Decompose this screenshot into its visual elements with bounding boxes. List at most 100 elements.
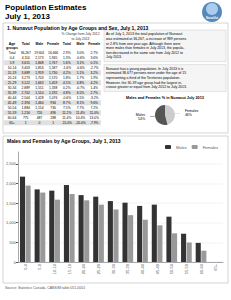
svg-text:NunaVut: NunaVut xyxy=(206,16,218,20)
svg-text:2,000: 2,000 xyxy=(6,181,17,186)
svg-text:1,510: 1,510 xyxy=(35,91,43,95)
svg-text:Nunavut has a young population: Nunavut has a young population. In July … xyxy=(106,67,183,71)
svg-text:50-54: 50-54 xyxy=(169,263,174,274)
svg-text:3,403: 3,403 xyxy=(22,66,30,70)
svg-text:35-39: 35-39 xyxy=(8,91,17,95)
svg-text:2,500: 2,500 xyxy=(6,161,17,166)
svg-text:As of July 1, 2013 the total p: As of July 1, 2013 the total population … xyxy=(106,32,182,36)
svg-text:or 2.8% from one year ago. Alt: or 2.8% from one year ago. Although ther… xyxy=(106,42,181,46)
svg-text:7.5%: 7.5% xyxy=(63,106,71,110)
svg-text:20-24: 20-24 xyxy=(8,76,17,80)
svg-text:1,154: 1,154 xyxy=(35,106,43,110)
svg-text:2,889: 2,889 xyxy=(22,86,30,90)
svg-text:Total: Total xyxy=(22,42,30,46)
svg-text:-1.6%: -1.6% xyxy=(62,66,71,70)
svg-text:Males and Females % in Nunavut: Males and Females % in Nunavut July 2013 xyxy=(126,96,204,100)
svg-text:4.2%: 4.2% xyxy=(63,71,71,75)
svg-text:19,601: 19,601 xyxy=(34,51,44,55)
svg-text:11.4%: 11.4% xyxy=(62,116,71,120)
svg-text:1,730: 1,730 xyxy=(49,71,57,75)
svg-text:775: 775 xyxy=(23,116,29,120)
svg-text:2.7%: 2.7% xyxy=(90,51,98,55)
svg-text:1,767: 1,767 xyxy=(49,61,57,65)
svg-text:-0.7%: -0.7% xyxy=(76,86,85,90)
svg-text:1,500: 1,500 xyxy=(6,201,17,206)
svg-text:10-14: 10-14 xyxy=(52,263,57,274)
svg-text:1.3%: 1.3% xyxy=(63,56,71,60)
svg-text:Female: Female xyxy=(88,42,100,46)
svg-text:1,945: 1,945 xyxy=(49,56,57,60)
svg-text:1,959: 1,959 xyxy=(35,71,43,75)
svg-text:1,663: 1,663 xyxy=(35,81,43,85)
svg-text:8.7%: 8.7% xyxy=(63,101,71,105)
svg-text:5.1%: 5.1% xyxy=(77,71,85,75)
svg-text:-7.9%: -7.9% xyxy=(90,121,99,125)
svg-text:3.6%: 3.6% xyxy=(90,56,98,60)
svg-text:2,173: 2,173 xyxy=(35,56,43,60)
svg-text:estimated 38,677 persons were: estimated 38,677 persons were under the … xyxy=(106,72,186,76)
svg-text:11.2%: 11.2% xyxy=(62,111,71,115)
svg-text:Females: Females xyxy=(203,145,218,150)
svg-text:4,114: 4,114 xyxy=(22,56,30,60)
svg-text:45-49: 45-49 xyxy=(8,101,17,105)
svg-text:720: 720 xyxy=(37,111,43,115)
svg-text:10.4%: 10.4% xyxy=(76,116,85,120)
svg-text:45-49: 45-49 xyxy=(155,263,160,274)
svg-text:10-14: 10-14 xyxy=(8,66,17,70)
svg-text:representing a third of the Te: representing a third of the Territories … xyxy=(106,76,180,80)
svg-text:Male: Male xyxy=(77,42,85,46)
svg-text:65+: 65+ xyxy=(9,121,15,125)
svg-text:more males than females in Jul: more males than females in July 2013, th… xyxy=(106,46,185,50)
svg-text:60-64: 60-64 xyxy=(8,116,17,120)
svg-text:1. Nunavut Population by Age G: 1. Nunavut Population by Age Groups and … xyxy=(7,25,148,31)
svg-text:1,428: 1,428 xyxy=(35,96,43,100)
svg-text:288: 288 xyxy=(50,116,56,120)
svg-text:11.4%: 11.4% xyxy=(76,111,85,115)
svg-text:1: 1 xyxy=(52,121,54,125)
svg-text:500: 500 xyxy=(9,240,16,245)
svg-text:Total: Total xyxy=(9,51,16,55)
svg-text:Males and Females by Age Group: Males and Females by Age Groups, July 1,… xyxy=(7,138,121,144)
svg-text:1.4%: 1.4% xyxy=(90,86,98,90)
svg-text:1,076: 1,076 xyxy=(49,96,57,100)
svg-text:11.0%: 11.0% xyxy=(90,111,99,115)
svg-text:-20.0%: -20.0% xyxy=(75,121,86,125)
svg-text:3,122: 3,122 xyxy=(22,81,30,85)
svg-text:5-9: 5-9 xyxy=(10,61,15,65)
svg-text:4.8%: 4.8% xyxy=(63,91,71,95)
svg-text:0-4: 0-4 xyxy=(10,56,15,60)
svg-text:7.7%: 7.7% xyxy=(77,106,85,110)
svg-text:2,504: 2,504 xyxy=(22,96,30,100)
svg-text:40-44: 40-44 xyxy=(8,96,17,100)
svg-text:13.0%: 13.0% xyxy=(90,116,99,120)
svg-text:-15.0%: -15.0% xyxy=(62,121,73,125)
svg-text:60-64: 60-64 xyxy=(199,263,204,274)
svg-text:1,587: 1,587 xyxy=(49,66,57,70)
svg-text:July 1, 2013: July 1, 2013 xyxy=(5,12,50,21)
svg-text:Female: Female xyxy=(47,42,59,46)
svg-text:4.2%: 4.2% xyxy=(90,81,98,85)
svg-text:1,551: 1,551 xyxy=(35,86,43,90)
svg-text:30-34: 30-34 xyxy=(8,86,17,90)
svg-text:to July 2013: to July 2013 xyxy=(72,37,90,41)
svg-text:1.8%: 1.8% xyxy=(63,76,71,80)
svg-text:However, the 30-39 age group h: However, the 30-39 age group had the lar… xyxy=(106,81,183,85)
svg-text:1.6%: 1.6% xyxy=(63,61,71,65)
svg-text:3.0%: 3.0% xyxy=(77,51,85,55)
svg-text:2.7%: 2.7% xyxy=(90,91,98,95)
svg-text:Population Estimates: Population Estimates xyxy=(5,3,87,12)
svg-text:3,273: 3,273 xyxy=(22,76,30,80)
svg-text:3.1%: 3.1% xyxy=(77,61,85,65)
svg-text:15-19: 15-19 xyxy=(8,71,17,75)
svg-text:0.2%: 0.2% xyxy=(63,86,71,90)
svg-text:496: 496 xyxy=(50,111,56,115)
svg-text:3,615: 3,615 xyxy=(22,61,30,65)
svg-text:15-19: 15-19 xyxy=(67,263,72,274)
svg-text:9.6%: 9.6% xyxy=(90,101,98,105)
svg-text:1,848: 1,848 xyxy=(35,61,43,65)
svg-text:1,570: 1,570 xyxy=(49,76,57,80)
svg-text:3.2%: 3.2% xyxy=(90,71,98,75)
svg-text:1,703: 1,703 xyxy=(35,76,43,80)
svg-text:tion decreased in the same rat: tion decreased in the same rate from Jul… xyxy=(106,51,183,55)
svg-text:-0.6%: -0.6% xyxy=(62,96,71,100)
